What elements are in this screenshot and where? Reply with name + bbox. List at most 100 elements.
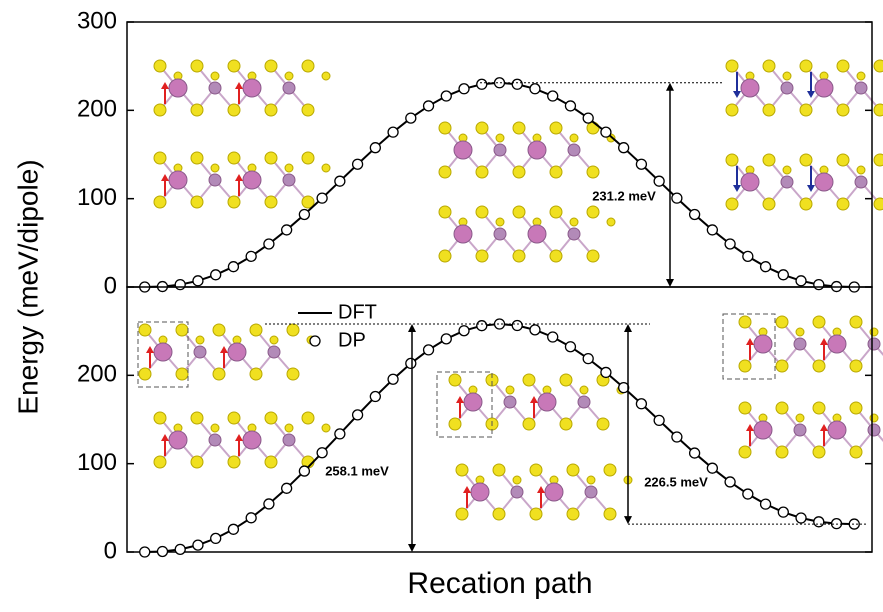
arrow-head bbox=[807, 185, 815, 192]
atom bbox=[301, 59, 315, 73]
atom bbox=[210, 71, 220, 81]
atom bbox=[529, 507, 543, 521]
atom bbox=[510, 485, 524, 499]
atom bbox=[725, 59, 739, 73]
point bbox=[635, 158, 648, 170]
highlight-box bbox=[137, 321, 189, 388]
atom bbox=[301, 103, 315, 117]
atom bbox=[175, 323, 189, 337]
atom bbox=[190, 455, 204, 469]
atom bbox=[586, 121, 600, 135]
atom bbox=[284, 423, 294, 433]
atom bbox=[190, 195, 204, 209]
atom bbox=[740, 78, 760, 98]
point bbox=[316, 192, 328, 204]
atom bbox=[227, 103, 241, 117]
crystal-slab bbox=[455, 463, 633, 521]
atom bbox=[190, 103, 204, 117]
point bbox=[511, 319, 523, 332]
point bbox=[795, 275, 807, 287]
atom bbox=[470, 482, 490, 502]
atom bbox=[867, 423, 881, 437]
point bbox=[263, 498, 275, 510]
atom bbox=[212, 367, 226, 381]
atom bbox=[725, 153, 739, 167]
atom bbox=[566, 507, 580, 521]
atom bbox=[475, 121, 489, 135]
atom bbox=[153, 342, 173, 362]
arrow-head bbox=[235, 82, 243, 89]
atom bbox=[153, 411, 167, 425]
point bbox=[369, 142, 381, 154]
arrow-head bbox=[624, 516, 632, 525]
arrow-head bbox=[408, 324, 416, 333]
atom bbox=[495, 217, 505, 227]
atom bbox=[799, 103, 813, 117]
atom bbox=[529, 463, 543, 477]
point bbox=[653, 414, 665, 427]
atom bbox=[175, 367, 189, 381]
crystal-slab bbox=[738, 315, 883, 373]
arrow-head bbox=[161, 82, 169, 89]
arrow-head bbox=[733, 91, 741, 98]
legend-marker bbox=[309, 335, 321, 347]
point bbox=[476, 78, 488, 90]
point bbox=[422, 344, 435, 356]
arrow-head bbox=[220, 346, 228, 353]
crystal-slab bbox=[153, 151, 331, 209]
atom bbox=[227, 195, 241, 209]
plot-frame bbox=[126, 286, 873, 553]
atom bbox=[475, 165, 489, 179]
atom bbox=[512, 205, 526, 219]
atom bbox=[212, 323, 226, 337]
atom bbox=[577, 395, 591, 409]
atom bbox=[586, 205, 600, 219]
atom bbox=[799, 59, 813, 73]
atom bbox=[208, 433, 222, 447]
point bbox=[618, 142, 630, 154]
atom bbox=[780, 175, 794, 189]
atom bbox=[795, 327, 805, 337]
atom bbox=[567, 143, 581, 157]
atom bbox=[448, 417, 462, 431]
point bbox=[192, 275, 204, 287]
atom bbox=[195, 335, 205, 345]
atom bbox=[249, 323, 263, 337]
atom bbox=[242, 78, 262, 98]
atom bbox=[153, 151, 167, 165]
point bbox=[351, 409, 364, 421]
point bbox=[529, 324, 541, 336]
atom bbox=[762, 197, 776, 211]
y-tick-label: 200 bbox=[77, 96, 117, 123]
point bbox=[440, 333, 452, 345]
atom bbox=[793, 423, 807, 437]
atom bbox=[559, 417, 573, 431]
point bbox=[174, 278, 186, 291]
atom bbox=[586, 165, 600, 179]
point bbox=[688, 447, 701, 459]
atom bbox=[321, 71, 331, 81]
point bbox=[440, 90, 452, 102]
point bbox=[210, 269, 222, 281]
atom bbox=[522, 373, 536, 387]
atom bbox=[603, 507, 617, 521]
atom bbox=[453, 224, 473, 244]
structure-insets bbox=[137, 59, 883, 521]
atom bbox=[301, 195, 315, 209]
annotation: 231.2 meV bbox=[592, 188, 656, 203]
point bbox=[724, 238, 736, 250]
atom bbox=[455, 507, 469, 521]
arrow-head bbox=[235, 434, 243, 441]
point bbox=[227, 523, 240, 535]
crystal-slab bbox=[438, 121, 616, 179]
atom bbox=[780, 81, 794, 95]
point bbox=[618, 381, 630, 394]
point bbox=[245, 250, 257, 262]
atom bbox=[856, 165, 866, 175]
atom bbox=[210, 423, 220, 433]
atom bbox=[775, 359, 789, 373]
atom bbox=[827, 420, 847, 440]
atom bbox=[812, 315, 826, 329]
atom bbox=[495, 133, 505, 143]
